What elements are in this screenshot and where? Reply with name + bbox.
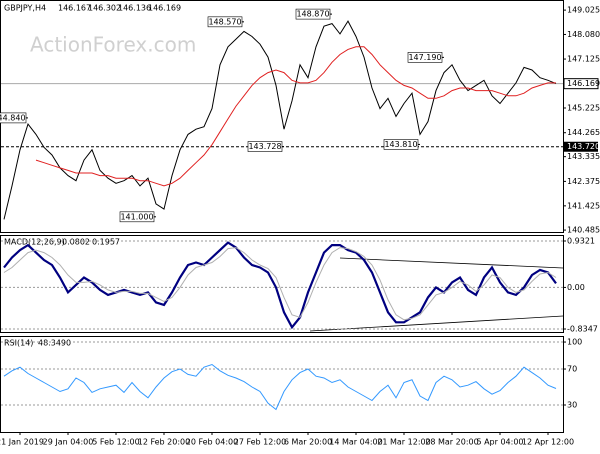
series-line bbox=[3, 241, 557, 330]
watermark: ActionForex.com bbox=[30, 33, 196, 57]
x-tick-label: 6 Mar 20:00 bbox=[284, 438, 332, 447]
annotation-box bbox=[119, 211, 155, 223]
y-tick-label: 143.335 bbox=[567, 152, 600, 161]
annotation-label: 147.190 bbox=[408, 53, 441, 62]
y-tick-label: 141.425 bbox=[567, 201, 600, 210]
y-tick-label: 148.080 bbox=[567, 30, 600, 39]
readout: 146.302 bbox=[88, 4, 121, 13]
y-tick-label: 100 bbox=[567, 338, 582, 347]
y-tick-label: 144.265 bbox=[567, 128, 600, 137]
y-tick-label: 142.375 bbox=[567, 177, 600, 186]
annotation-box bbox=[247, 141, 283, 152]
readout: 0.0802 bbox=[62, 238, 90, 247]
current-price-label: 146.169 bbox=[567, 79, 600, 88]
y-tick-label: 70 bbox=[567, 365, 577, 374]
x-tick-label: 28 Mar 20:00 bbox=[425, 438, 478, 447]
annotation-box bbox=[383, 139, 419, 150]
trendline bbox=[309, 315, 564, 332]
macd-panel bbox=[0, 235, 564, 333]
x-tick-label: 12 Feb 20:00 bbox=[138, 438, 190, 447]
y-tick-label: 0.00 bbox=[567, 283, 585, 292]
x-tick-label: 21 Mar 12:00 bbox=[377, 438, 430, 447]
series-line bbox=[3, 247, 557, 321]
y-tick-label: 145.225 bbox=[567, 103, 600, 112]
y-tick-label: -0.8347 bbox=[567, 325, 598, 334]
symbol: GBPJPY,H4 bbox=[4, 4, 46, 13]
x-tick-label: 12 Apr 12:00 bbox=[522, 438, 574, 447]
annotation-label: 143.728 bbox=[248, 142, 281, 151]
x-tick-label: 5 Feb 12:00 bbox=[92, 438, 139, 447]
trendline bbox=[339, 257, 564, 269]
annotation-box bbox=[295, 8, 331, 20]
x-tick-label: 29 Jan 04:00 bbox=[43, 438, 94, 447]
readout: 146.136 bbox=[118, 4, 151, 13]
current-price-box bbox=[563, 78, 599, 90]
series-line bbox=[35, 46, 556, 187]
macd-title: MACD(12,26,9) bbox=[4, 238, 65, 247]
readout: 146.169 bbox=[148, 4, 181, 13]
x-tick-label: 14 Mar 04:00 bbox=[329, 438, 382, 447]
annotation-label: 148.570 bbox=[208, 17, 241, 26]
readout: 146.167 bbox=[58, 4, 91, 13]
annotation-label: 144.840 bbox=[0, 113, 26, 122]
x-tick-label: 27 Feb 12:00 bbox=[234, 438, 286, 447]
annotation-label: 143.810 bbox=[384, 140, 417, 149]
y-tick-label: 149.025 bbox=[567, 6, 600, 15]
x-tick-label: 21 Jan 2019 bbox=[0, 438, 44, 447]
x-tick-label: 5 Apr 04:00 bbox=[476, 438, 523, 447]
rsi-panel bbox=[0, 336, 564, 433]
y-tick-label: 30 bbox=[567, 401, 577, 410]
y-tick-label: 140.485 bbox=[567, 226, 600, 235]
support-label: 143.720 bbox=[567, 142, 600, 151]
annotation-label: 148.870 bbox=[296, 10, 329, 19]
support-box bbox=[564, 141, 598, 152]
readout: 48.3490 bbox=[38, 339, 71, 348]
y-tick-label: 147.125 bbox=[567, 55, 600, 64]
y-tick-label: 0.9321 bbox=[567, 237, 595, 246]
series-line bbox=[3, 363, 557, 411]
annotation-box bbox=[0, 112, 27, 124]
annotation-label: 141.000 bbox=[120, 212, 153, 221]
annotation-box bbox=[207, 16, 243, 28]
readout: 0.1957 bbox=[92, 238, 120, 247]
series-line bbox=[3, 20, 557, 220]
rsi-title: RSI(14) bbox=[4, 339, 33, 348]
annotation-box bbox=[407, 52, 443, 63]
x-tick-label: 20 Feb 04:00 bbox=[186, 438, 238, 447]
